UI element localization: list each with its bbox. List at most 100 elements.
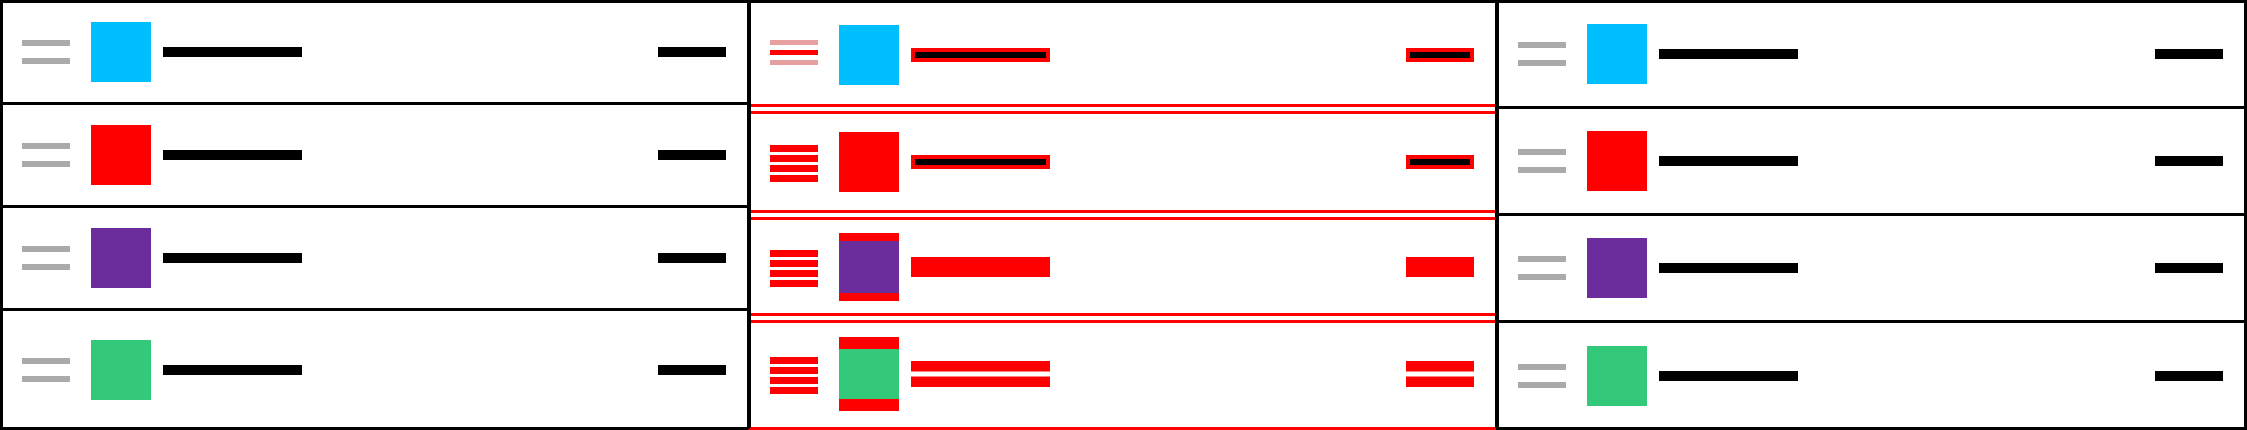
drag-handle-bar	[1518, 60, 1566, 66]
item-title-placeholder	[911, 257, 1050, 277]
color-swatch	[1587, 238, 1647, 298]
list-item[interactable]	[0, 0, 750, 103]
drag-handle-bar	[770, 50, 818, 55]
row-divider	[748, 313, 1498, 323]
list-item[interactable]	[0, 309, 750, 430]
drag-handle-icon[interactable]	[1518, 321, 1566, 430]
drag-handle-bar	[22, 161, 70, 167]
drag-handle-bar	[770, 367, 818, 374]
drag-handle-bar	[1518, 256, 1566, 262]
item-value-placeholder	[1406, 155, 1474, 169]
drag-handle-icon[interactable]	[770, 318, 818, 430]
item-title-placeholder	[163, 150, 302, 160]
list-item[interactable]	[0, 206, 750, 309]
item-value-placeholder	[1406, 48, 1474, 62]
list-panel-dragging	[748, 0, 1498, 430]
color-swatch	[91, 22, 151, 82]
item-value-placeholder	[2155, 49, 2223, 59]
item-title-placeholder	[1659, 156, 1798, 166]
item-value-placeholder	[658, 365, 726, 375]
color-swatch	[91, 340, 151, 400]
list-panel-dropped	[1496, 0, 2247, 430]
row-divider	[1496, 213, 2247, 216]
list-item[interactable]	[1496, 107, 2247, 214]
row-divider	[0, 102, 750, 105]
row-divider	[748, 210, 1498, 220]
color-swatch	[839, 25, 899, 85]
list-item[interactable]	[748, 109, 1498, 215]
list-item[interactable]	[1496, 0, 2247, 107]
list-item[interactable]	[748, 215, 1498, 318]
list-item[interactable]	[0, 103, 750, 206]
color-swatch	[1587, 346, 1647, 406]
item-title-placeholder	[911, 48, 1050, 62]
drag-handle-icon[interactable]	[1518, 107, 1566, 214]
drag-handle-bar	[22, 246, 70, 252]
color-swatch	[839, 233, 899, 301]
color-swatch	[839, 132, 899, 192]
item-value-placeholder	[658, 253, 726, 263]
row-divider	[0, 205, 750, 208]
item-title-placeholder	[911, 361, 1050, 387]
color-swatch	[1587, 24, 1647, 84]
row-divider	[1496, 106, 2247, 109]
drag-handle-bar	[770, 145, 818, 152]
drag-handle-icon[interactable]	[22, 0, 70, 103]
color-swatch	[91, 228, 151, 288]
drag-handle-bar	[1518, 274, 1566, 280]
item-title-placeholder	[163, 365, 302, 375]
item-title-placeholder	[1659, 49, 1798, 59]
list-item[interactable]	[1496, 214, 2247, 321]
drag-handle-bar	[22, 143, 70, 149]
item-title-placeholder	[1659, 371, 1798, 381]
drag-handle-bar	[770, 155, 818, 162]
item-value-placeholder	[2155, 371, 2223, 381]
item-value-placeholder	[2155, 156, 2223, 166]
row-divider	[1496, 320, 2247, 323]
drag-handle-icon[interactable]	[770, 215, 818, 318]
drag-handle-bar	[770, 357, 818, 364]
drag-handle-icon[interactable]	[1518, 214, 1566, 321]
drag-handle-bar	[770, 377, 818, 384]
item-value-placeholder	[1406, 257, 1474, 277]
drag-handle-bar	[770, 270, 818, 277]
drag-handle-bar	[22, 40, 70, 46]
drag-handle-bar	[770, 40, 818, 45]
row-divider	[748, 104, 1498, 114]
drag-handle-bar	[1518, 167, 1566, 173]
drag-handle-icon[interactable]	[1518, 0, 1566, 107]
drag-handle-bar	[770, 260, 818, 267]
drag-handle-bar	[770, 250, 818, 257]
color-swatch	[839, 337, 899, 411]
list-item[interactable]	[748, 318, 1498, 430]
drag-handle-icon[interactable]	[770, 0, 818, 109]
drag-handle-bar	[770, 387, 818, 394]
drag-handle-icon[interactable]	[22, 309, 70, 430]
drag-handle-icon[interactable]	[22, 103, 70, 206]
drag-handle-bar	[22, 358, 70, 364]
color-swatch	[1587, 131, 1647, 191]
item-title-placeholder	[911, 155, 1050, 169]
drag-handle-bar	[770, 165, 818, 172]
color-swatch	[91, 125, 151, 185]
drag-handle-bar	[770, 175, 818, 182]
item-value-placeholder	[1406, 361, 1474, 387]
list-item[interactable]	[748, 0, 1498, 109]
drag-handle-bar	[22, 58, 70, 64]
drag-handle-bar	[1518, 149, 1566, 155]
item-value-placeholder	[2155, 263, 2223, 273]
drag-handle-bar	[1518, 364, 1566, 370]
drag-handle-bar	[22, 264, 70, 270]
drag-handle-bar	[22, 376, 70, 382]
drag-handle-icon[interactable]	[22, 206, 70, 309]
list-item[interactable]	[1496, 321, 2247, 430]
item-title-placeholder	[163, 253, 302, 263]
drag-handle-bar	[770, 60, 818, 65]
item-title-placeholder	[1659, 263, 1798, 273]
item-value-placeholder	[658, 47, 726, 57]
drag-handle-icon[interactable]	[770, 109, 818, 215]
drag-handle-bar	[1518, 42, 1566, 48]
list-panel-idle	[0, 0, 750, 430]
item-value-placeholder	[658, 150, 726, 160]
